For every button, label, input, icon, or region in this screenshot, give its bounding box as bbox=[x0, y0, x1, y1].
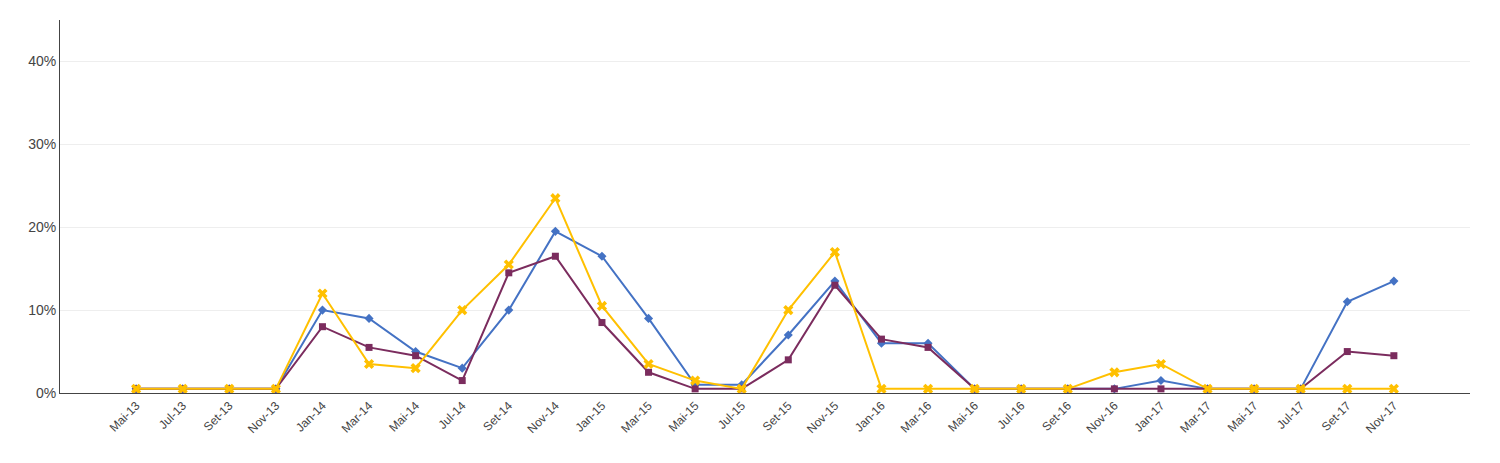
svg-text:Nov-17: Nov-17 bbox=[1363, 399, 1400, 436]
svg-text:Mar-16: Mar-16 bbox=[898, 399, 935, 436]
svg-text:Mar-15: Mar-15 bbox=[618, 399, 655, 436]
svg-text:Mar-17: Mar-17 bbox=[1177, 399, 1214, 436]
svg-text:Nov-14: Nov-14 bbox=[524, 399, 561, 436]
svg-text:0%: 0% bbox=[36, 385, 56, 401]
svg-text:Mai-16: Mai-16 bbox=[945, 399, 981, 435]
svg-text:Nov-15: Nov-15 bbox=[804, 399, 841, 436]
svg-text:30%: 30% bbox=[28, 136, 56, 152]
svg-text:Mai-13: Mai-13 bbox=[107, 399, 143, 435]
svg-text:Jan-16: Jan-16 bbox=[852, 399, 888, 435]
svg-text:Nov-13: Nov-13 bbox=[245, 399, 282, 436]
svg-text:Set-17: Set-17 bbox=[1319, 399, 1354, 434]
svg-text:Jul-17: Jul-17 bbox=[1274, 399, 1307, 432]
svg-text:Mai-14: Mai-14 bbox=[386, 399, 422, 435]
svg-text:Jul-13: Jul-13 bbox=[156, 399, 189, 432]
svg-text:Jul-16: Jul-16 bbox=[995, 399, 1028, 432]
svg-text:Jan-15: Jan-15 bbox=[572, 399, 608, 435]
svg-text:Set-13: Set-13 bbox=[201, 399, 236, 434]
svg-text:Mai-15: Mai-15 bbox=[666, 399, 702, 435]
svg-text:Set-14: Set-14 bbox=[480, 399, 515, 434]
svg-text:40%: 40% bbox=[28, 53, 56, 69]
svg-text:Nov-16: Nov-16 bbox=[1083, 399, 1120, 436]
svg-text:Jan-17: Jan-17 bbox=[1131, 399, 1167, 435]
svg-text:Set-16: Set-16 bbox=[1039, 399, 1074, 434]
svg-text:Mar-14: Mar-14 bbox=[339, 399, 376, 436]
svg-text:Mai-17: Mai-17 bbox=[1225, 399, 1261, 435]
svg-text:20%: 20% bbox=[28, 219, 56, 235]
svg-text:Jan-14: Jan-14 bbox=[293, 399, 329, 435]
svg-text:Jul-14: Jul-14 bbox=[436, 399, 469, 432]
svg-text:Set-15: Set-15 bbox=[760, 399, 795, 434]
svg-text:10%: 10% bbox=[28, 302, 56, 318]
svg-text:Jul-15: Jul-15 bbox=[715, 399, 748, 432]
